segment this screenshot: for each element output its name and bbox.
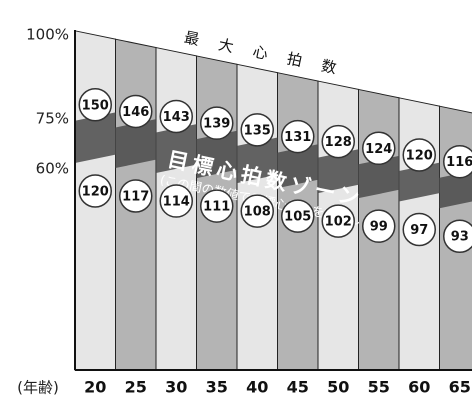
target-zone-band <box>75 112 472 209</box>
value-circle <box>119 94 153 129</box>
x-tick-label: 65 <box>449 378 471 397</box>
value-label: 131 <box>284 130 311 145</box>
value-circle <box>443 219 472 253</box>
x-tick-label: 20 <box>84 378 106 397</box>
x-tick-label: 40 <box>246 378 268 397</box>
value-label: 135 <box>244 123 271 138</box>
x-tick-label: 55 <box>368 378 390 397</box>
x-tick-label: 50 <box>327 378 349 397</box>
value-circle <box>281 199 315 233</box>
value-label: 108 <box>244 205 271 220</box>
value-circle <box>200 189 234 223</box>
value-circle <box>159 184 193 218</box>
value-label: 146 <box>122 105 149 120</box>
value-circle <box>200 106 234 140</box>
value-circle <box>321 204 355 238</box>
value-circle <box>240 194 274 228</box>
value-label: 97 <box>410 223 428 238</box>
value-label: 111 <box>203 200 230 215</box>
x-tick-label: 60 <box>408 378 430 397</box>
value-circle <box>78 88 112 122</box>
value-circle <box>402 138 436 172</box>
value-circle <box>281 119 315 154</box>
value-label: 150 <box>82 98 109 113</box>
value-circle <box>240 113 274 147</box>
x-tick-label: 25 <box>125 378 147 397</box>
value-circle <box>78 174 112 208</box>
x-tick-label: 45 <box>287 378 309 397</box>
value-circle <box>402 212 436 247</box>
y-tick-label: 60% <box>36 160 69 178</box>
value-label: 128 <box>325 135 352 150</box>
value-label: 116 <box>446 155 472 170</box>
value-circle <box>159 99 193 134</box>
value-circle <box>362 209 396 243</box>
value-label: 124 <box>365 142 392 157</box>
value-label: 143 <box>163 110 190 125</box>
x-tick-label: 30 <box>165 378 187 397</box>
y-tick-label: 75% <box>36 109 69 127</box>
value-label: 99 <box>370 220 388 235</box>
value-label: 105 <box>284 210 311 225</box>
value-label: 93 <box>451 230 469 245</box>
x-tick-label: 35 <box>206 378 228 397</box>
value-circle <box>119 179 153 213</box>
value-label: 120 <box>82 185 109 200</box>
value-label: 120 <box>406 149 433 164</box>
value-label: 117 <box>122 190 149 205</box>
value-circle <box>321 124 355 159</box>
value-label: 139 <box>203 117 230 132</box>
value-label: 102 <box>325 215 352 230</box>
value-circle <box>362 131 396 166</box>
value-circle <box>443 144 472 179</box>
y-tick-label: 100% <box>26 26 69 44</box>
value-label: 114 <box>163 195 190 210</box>
x-axis-label: (年齢) <box>17 379 59 397</box>
